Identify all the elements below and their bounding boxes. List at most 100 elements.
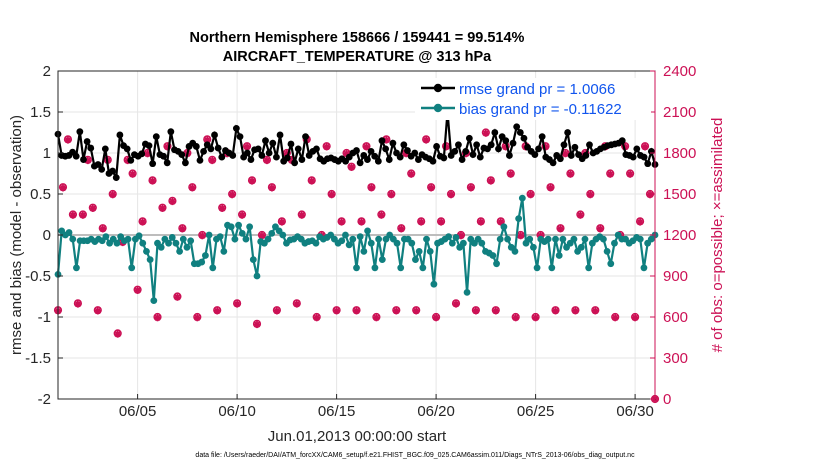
rmse-point	[476, 153, 484, 161]
obs-assimilated-point	[512, 314, 520, 322]
obs-assimilated-point	[646, 191, 654, 199]
obs-assimilated-point	[467, 184, 475, 192]
bias-point	[253, 272, 261, 280]
rmse-point	[400, 141, 408, 149]
right-y-ticks: 0 300 600 900 1200 1500 1800 2100 2400	[650, 63, 696, 408]
rmse-point	[538, 133, 546, 141]
left-y-tick-label: -0.5	[25, 268, 51, 285]
bias-point	[493, 260, 500, 268]
rmse-point	[440, 154, 448, 162]
obs-assimilated-point	[233, 300, 241, 308]
obs-assimilated-point	[477, 218, 485, 226]
obs-assimilated-point	[492, 307, 500, 315]
bias-point	[611, 239, 618, 247]
rmse-point	[254, 145, 262, 153]
obs-assimilated-point	[367, 184, 376, 192]
bias-point	[515, 215, 523, 223]
obs-assimilated-point	[432, 314, 440, 322]
obs-assimilated-point	[153, 314, 162, 322]
left-y-axis-label: rmse and bias (model - observation)	[8, 115, 25, 355]
bias-point	[135, 232, 143, 240]
bias-point	[419, 264, 427, 272]
rmse-point	[163, 159, 171, 167]
obs-assimilated-point	[357, 218, 366, 226]
rmse-point	[560, 141, 568, 149]
rmse-point	[647, 147, 655, 155]
obs-assimilated-point	[193, 314, 201, 322]
rmse-point	[291, 159, 299, 167]
rmse-point	[83, 138, 91, 145]
obs-assimilated-point	[551, 307, 560, 315]
obs-assimilated-point	[606, 170, 614, 178]
obs-assimilated-point	[94, 307, 102, 315]
bias-point	[448, 239, 456, 247]
obs-assimilated-point	[188, 184, 196, 192]
obs-assimilated-point	[323, 143, 331, 151]
obs-assimilated-point	[497, 218, 505, 226]
rmse-point	[145, 142, 153, 150]
bias-point	[577, 243, 585, 251]
obs-assimilated-point	[69, 211, 77, 219]
rmse-point	[353, 147, 360, 154]
rmse-point	[633, 145, 641, 153]
obs-assimilated-point	[273, 307, 281, 315]
rmse-point	[152, 133, 160, 141]
bias-point	[176, 248, 184, 255]
rmse-point	[371, 152, 379, 160]
obs-assimilated-point	[472, 307, 480, 315]
obs-assimilated-point	[228, 191, 236, 199]
obs-assimilated-point	[109, 191, 117, 199]
right-y-tick-label: 1800	[663, 145, 696, 162]
rmse-point	[192, 143, 200, 150]
rmse-point	[382, 145, 390, 153]
rmse-point	[87, 144, 95, 152]
x-tick-label: 06/15	[318, 403, 356, 420]
obs-assimilated-point	[198, 232, 206, 240]
rmse-point	[556, 155, 564, 163]
rmse-point	[549, 159, 557, 167]
rmse-point	[287, 140, 295, 148]
bias-point	[518, 194, 526, 202]
obs-assimilated-point	[328, 191, 336, 199]
obs-assimilated-point	[138, 218, 147, 226]
legend-box	[415, 78, 651, 120]
obs-assimilated-point	[527, 191, 535, 199]
data-file-footer: data file: /Users/raeder/DAI/ATM_forcXX/…	[195, 452, 635, 459]
obs-assimilated-point	[213, 307, 221, 315]
bias-point	[489, 252, 497, 259]
rmse-point	[640, 153, 648, 161]
obs-assimilated-point	[641, 143, 649, 151]
bias-point	[397, 264, 405, 272]
obs-assimilated-point	[427, 184, 435, 192]
obs-assimilated-point	[129, 170, 137, 178]
obs-assimilated-point	[79, 211, 87, 219]
obs-assimilated-point	[546, 184, 555, 192]
rmse-point	[80, 156, 87, 163]
obs-assimilated-point	[576, 211, 584, 219]
rmse-point	[138, 150, 146, 158]
bias-point	[452, 234, 460, 241]
rmse-point	[469, 151, 477, 159]
bias-point	[640, 264, 648, 272]
rmse-point	[629, 153, 637, 161]
obs-assimilated-point	[507, 170, 515, 178]
rmse-point	[455, 141, 462, 149]
obs-assimilated-point	[258, 232, 266, 240]
bias-point	[415, 248, 423, 255]
bias-point	[179, 235, 187, 243]
rmse-point	[72, 152, 80, 160]
rmse-point	[232, 124, 240, 132]
bias-point	[504, 235, 511, 243]
rmse-point	[149, 160, 157, 168]
legend-rmse-label: rmse grand pr = 1.0066	[459, 81, 615, 98]
rmse-point	[564, 129, 572, 136]
obs-assimilated-point	[397, 225, 405, 233]
bias-point	[533, 264, 541, 272]
obs-assimilated-point	[218, 204, 226, 212]
bias-point	[227, 223, 235, 231]
rmse-point	[196, 156, 204, 164]
rmse-point	[571, 143, 579, 151]
rmse-point	[374, 157, 382, 165]
bias-point	[552, 235, 559, 243]
bias-point	[496, 235, 504, 243]
